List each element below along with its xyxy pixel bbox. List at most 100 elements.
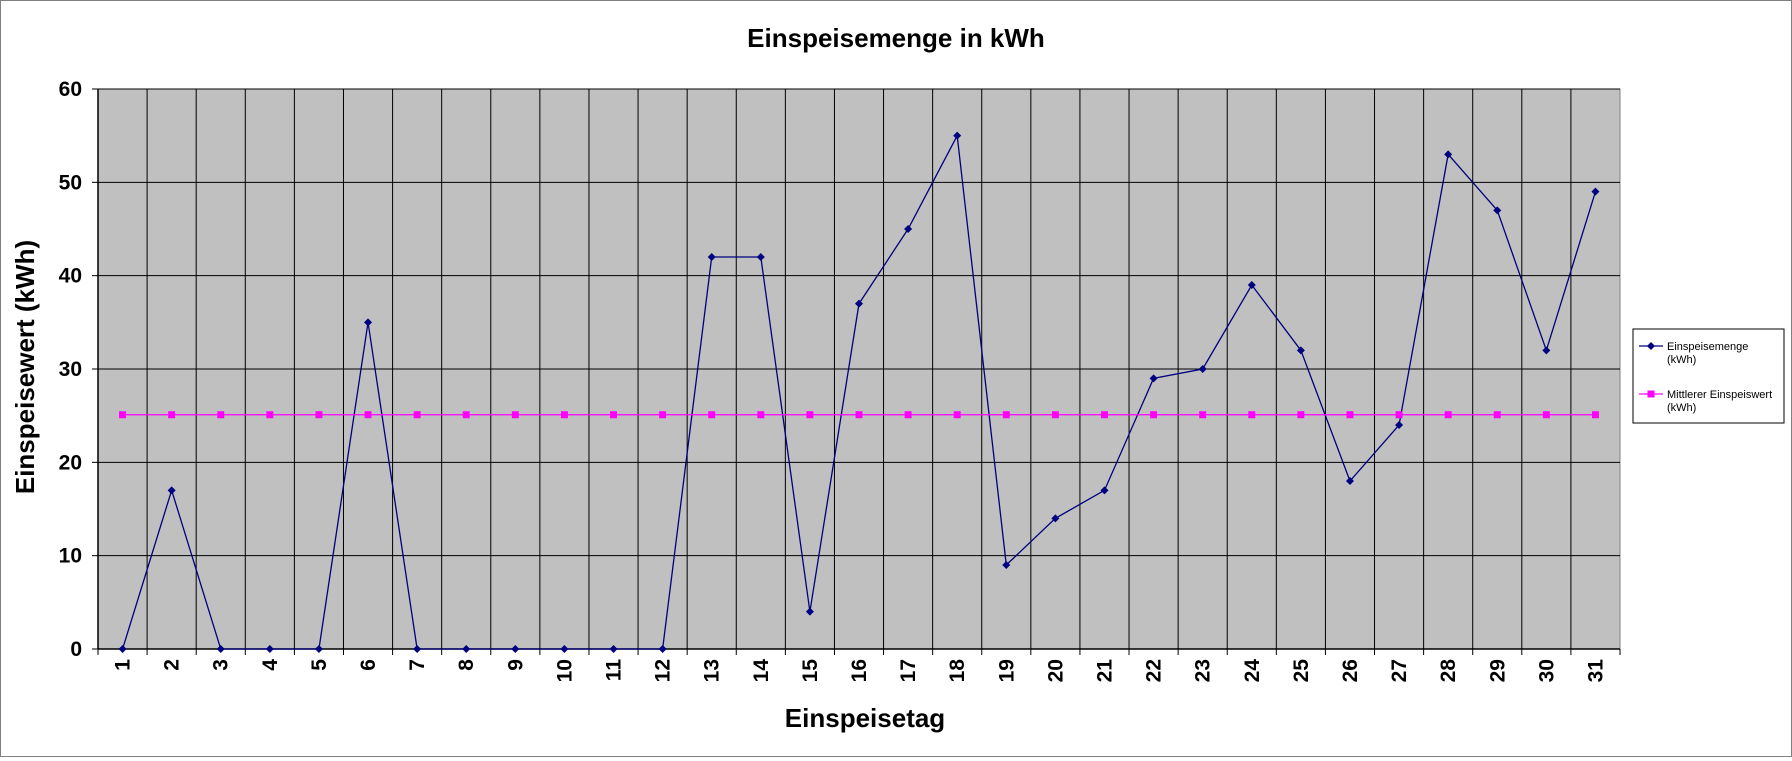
x-tick-label: 9 (504, 659, 527, 671)
x-tick-label: 14 (750, 659, 773, 683)
legend-marker-diamond (1647, 342, 1655, 350)
data-point-square (659, 411, 667, 419)
x-tick-label: 23 (1192, 659, 1215, 682)
grid-lines (97, 88, 1620, 650)
x-tick-label: 22 (1143, 659, 1166, 682)
data-point-square (953, 411, 961, 419)
data-point-square (168, 411, 176, 419)
x-tick-label: 7 (406, 659, 429, 671)
data-point-diamond (609, 645, 618, 653)
legend-label: Einspeisemenge (1667, 341, 1748, 353)
data-point-square (462, 411, 470, 419)
y-tick-label: 0 (70, 638, 82, 661)
data-point-diamond (1395, 421, 1404, 429)
data-point-square (266, 411, 274, 419)
data-point-square (413, 411, 421, 419)
data-point-square (1346, 411, 1354, 419)
data-point-square (855, 411, 863, 419)
data-point-diamond (265, 645, 274, 653)
data-point-diamond (855, 299, 863, 308)
data-point-diamond (904, 225, 913, 233)
x-tick-label: 29 (1486, 659, 1509, 682)
data-point-square (1002, 411, 1010, 419)
x-tick-label: 30 (1535, 659, 1558, 682)
data-point-square (1051, 411, 1059, 419)
legend: Einspeisemenge(kWh)Mittlerer Einspeiswer… (1632, 328, 1785, 424)
data-point-diamond (756, 253, 765, 261)
data-point-diamond (1444, 150, 1453, 159)
data-point-diamond (511, 645, 520, 653)
data-point-diamond (707, 253, 716, 261)
data-point-diamond (1542, 346, 1551, 355)
data-point-diamond (1198, 365, 1207, 373)
legend-label: (kWh) (1667, 354, 1696, 366)
x-tick-label: 26 (1339, 659, 1362, 682)
data-point-square (757, 411, 765, 419)
x-tick-label: 27 (1388, 659, 1411, 682)
y-tick-label: 50 (59, 171, 82, 194)
x-tick-label: 17 (897, 659, 920, 682)
data-point-diamond (805, 607, 814, 616)
data-point-square (315, 411, 323, 419)
x-tick-label: 20 (1044, 659, 1067, 682)
x-tick-label: 19 (995, 659, 1018, 682)
data-point-diamond (1345, 477, 1354, 485)
y-tick-label: 40 (59, 265, 82, 288)
x-tick-label: 12 (652, 659, 675, 682)
data-point-square (217, 411, 225, 419)
data-point-diamond (216, 645, 225, 653)
x-tick-label: 2 (161, 659, 184, 671)
legend-label: (kWh) (1667, 402, 1696, 414)
data-point-diamond (1493, 206, 1502, 215)
data-point-square (1444, 411, 1452, 419)
data-point-square (364, 411, 372, 419)
data-point-square (511, 411, 519, 419)
data-point-diamond (118, 645, 127, 653)
chart-title: Einspeisemenge in kWh (747, 23, 1045, 53)
legend-label: Mittlerer Einspeiswert (1667, 389, 1772, 401)
data-point-diamond (167, 486, 176, 495)
y-tick-label: 10 (59, 545, 82, 568)
x-tick-label: 25 (1290, 659, 1313, 683)
legend-box (1632, 328, 1785, 424)
y-axis-title: Einspeisewert (kWh) (10, 240, 40, 494)
x-tick-label: 1 (112, 659, 135, 671)
data-point-square (560, 411, 568, 419)
x-tick-label: 21 (1093, 659, 1116, 683)
data-point-square (119, 411, 127, 419)
data-point-diamond (314, 645, 323, 653)
x-tick-label: 24 (1241, 659, 1264, 683)
data-point-diamond (953, 131, 962, 140)
x-tick-label: 10 (553, 659, 576, 682)
data-point-diamond (658, 645, 667, 653)
x-tick-label: 6 (357, 659, 380, 671)
data-point-square (1150, 411, 1158, 419)
data-point-diamond (1247, 281, 1256, 289)
series-group (118, 131, 1600, 653)
data-point-square (1297, 411, 1305, 419)
y-axis-ticks: 0 10 20 30 40 50 60 (59, 78, 98, 661)
data-point-square (1591, 411, 1599, 419)
data-point-square (1493, 411, 1501, 419)
data-point-diamond (1296, 346, 1305, 355)
x-tick-label: 11 (603, 659, 626, 682)
data-point-diamond (560, 645, 569, 653)
y-tick-label: 20 (59, 451, 82, 474)
x-axis-title: Einspeisetag (785, 703, 945, 733)
x-tick-label: 4 (259, 659, 282, 671)
data-point-diamond (462, 645, 471, 653)
data-point-square (708, 411, 716, 419)
data-point-square (1100, 411, 1108, 419)
data-point-square (1248, 411, 1256, 419)
x-tick-label: 15 (799, 659, 822, 683)
x-tick-label: 5 (308, 659, 331, 671)
data-point-square (904, 411, 912, 419)
data-point-square (806, 411, 814, 419)
data-point-diamond (1002, 561, 1011, 569)
legend-marker-square (1647, 390, 1655, 398)
data-point-square (610, 411, 618, 419)
data-point-diamond (1100, 486, 1109, 495)
x-axis-ticks: 1 2 3 4 5 6 7 8 9 10 11 12 13 14 15 16 17 18 19 20 21 22 23 24 2… (97, 649, 1621, 683)
data-point-square (1395, 411, 1403, 419)
